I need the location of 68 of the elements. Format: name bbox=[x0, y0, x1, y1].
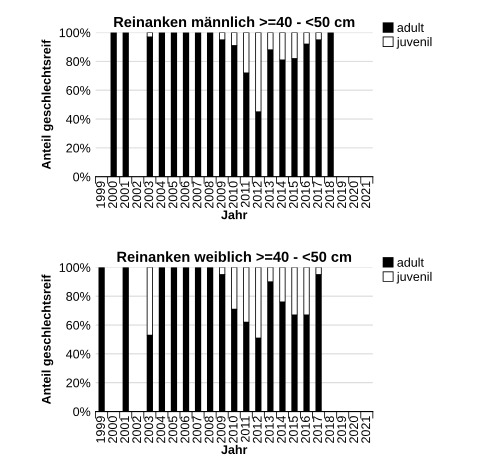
y-tick-label: 0% bbox=[73, 407, 90, 416]
x-tick-label: 2006 bbox=[180, 416, 190, 443]
x-tick-label: 2000 bbox=[108, 181, 118, 208]
x-tick-label: 2001 bbox=[120, 416, 130, 443]
x-tick-label: 2011 bbox=[240, 416, 250, 442]
x-tick-label: 2011 bbox=[240, 181, 250, 208]
y-tick-label: 100% bbox=[60, 28, 90, 38]
y-tick-label: 80% bbox=[66, 292, 90, 301]
x-tick-label: 2004 bbox=[156, 181, 166, 208]
x-tick-label: 2021 bbox=[361, 416, 370, 443]
x-tick-label: 2000 bbox=[108, 416, 118, 443]
legend-label: adult bbox=[397, 258, 424, 267]
x-tick-label: 2020 bbox=[349, 181, 358, 208]
x-tick-label: 2020 bbox=[349, 416, 358, 443]
chart-title: Reinanken männlich >=40 - <50 cm bbox=[114, 16, 354, 28]
y-tick-label: 100% bbox=[60, 263, 90, 272]
x-tick-label: 2016 bbox=[301, 416, 310, 443]
x-tick-label: 2003 bbox=[144, 416, 154, 443]
x-tick-label: 2017 bbox=[313, 416, 322, 443]
x-tick-label: 2001 bbox=[120, 181, 130, 208]
x-tick-label: 2007 bbox=[192, 181, 202, 208]
x-tick-label: 2021 bbox=[361, 181, 370, 208]
x-tick-label: 2015 bbox=[288, 416, 298, 443]
legend-label: juvenil bbox=[396, 272, 432, 284]
x-tick-label: 2009 bbox=[216, 181, 226, 208]
x-tick-label: 2013 bbox=[264, 416, 274, 443]
x-tick-label: 2008 bbox=[204, 416, 214, 443]
legend-label: adult bbox=[397, 22, 424, 32]
x-tick-label: 2019 bbox=[337, 416, 346, 443]
x-tick-label: 2012 bbox=[252, 181, 262, 208]
y-tick-label: 0% bbox=[73, 172, 90, 182]
x-tick-label: 2008 bbox=[204, 181, 214, 208]
x-tick-label: 2018 bbox=[325, 181, 334, 208]
y-axis-title: Anteil geschlechtsreif bbox=[42, 40, 54, 170]
x-tick-label: 2002 bbox=[132, 416, 142, 443]
x-tick-label: 2014 bbox=[276, 416, 286, 443]
x-tick-label: 2019 bbox=[337, 181, 346, 208]
x-tick-label: 2005 bbox=[168, 181, 178, 208]
y-tick-label: 40% bbox=[66, 114, 90, 124]
chart-title: Reinanken weiblich >=40 - <50 cm bbox=[117, 251, 352, 262]
x-tick-label: 1999 bbox=[96, 416, 105, 443]
x-axis-title: Jahr bbox=[221, 444, 248, 454]
y-tick-label: 80% bbox=[66, 57, 90, 66]
x-tick-label: 2013 bbox=[264, 181, 274, 208]
x-tick-label: 1999 bbox=[96, 181, 105, 208]
x-tick-label: 2015 bbox=[288, 181, 298, 208]
x-tick-label: 2002 bbox=[132, 181, 142, 208]
y-tick-label: 60% bbox=[66, 320, 90, 330]
legend-label: juvenil bbox=[396, 37, 432, 49]
x-tick-label: 2018 bbox=[325, 416, 334, 443]
x-tick-label: 2010 bbox=[228, 181, 238, 208]
x-tick-label: 2014 bbox=[276, 181, 286, 208]
x-tick-label: 2003 bbox=[144, 181, 154, 208]
y-tick-label: 40% bbox=[66, 350, 90, 359]
x-tick-label: 2007 bbox=[192, 416, 202, 443]
y-axis-title: Anteil geschlechtsreif bbox=[42, 274, 54, 404]
x-tick-label: 2017 bbox=[313, 181, 322, 208]
x-tick-label: 2004 bbox=[156, 416, 166, 443]
x-tick-label: 2010 bbox=[228, 416, 238, 443]
x-axis-title: Jahr bbox=[221, 210, 248, 220]
x-tick-label: 2012 bbox=[252, 416, 262, 443]
y-tick-label: 60% bbox=[66, 86, 90, 95]
x-tick-label: 2016 bbox=[301, 181, 310, 208]
x-tick-label: 2006 bbox=[180, 181, 190, 208]
x-tick-label: 2005 bbox=[168, 416, 178, 443]
y-tick-label: 20% bbox=[66, 144, 90, 153]
y-tick-label: 20% bbox=[66, 378, 90, 388]
x-tick-label: 2009 bbox=[216, 416, 226, 443]
